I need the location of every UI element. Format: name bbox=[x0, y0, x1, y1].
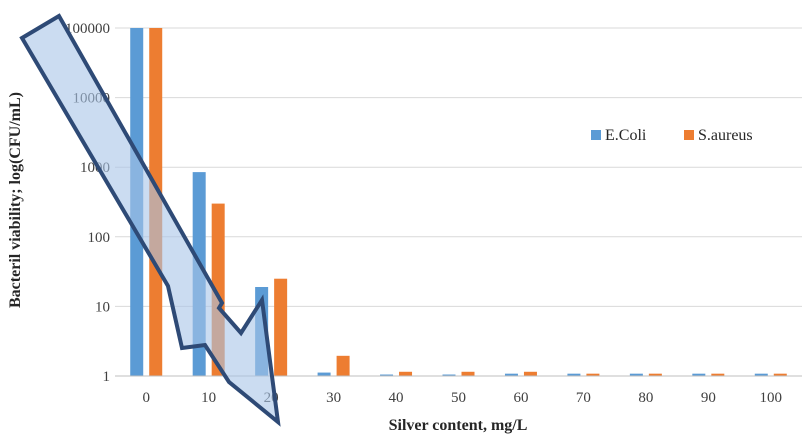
bar-s-aureus-100 bbox=[773, 373, 787, 376]
x-tick-label: 40 bbox=[389, 390, 404, 406]
bar-s-aureus-40 bbox=[399, 371, 413, 376]
gridlines bbox=[115, 27, 802, 307]
bar-s-aureus-20 bbox=[274, 278, 288, 376]
y-axis-title: Bacteril viability; log(CFU/mL) bbox=[7, 92, 24, 308]
x-tick-label: 30 bbox=[326, 390, 341, 406]
bar-e-coli-50 bbox=[442, 374, 456, 376]
bar-e-coli-40 bbox=[380, 374, 394, 376]
trend-arrow-annotation bbox=[19, 13, 281, 427]
x-tick-label: 70 bbox=[576, 390, 591, 406]
bar-e-coli-70 bbox=[567, 373, 581, 376]
x-tick-label: 90 bbox=[701, 390, 716, 406]
bar-s-aureus-60 bbox=[523, 371, 537, 376]
bar-e-coli-30 bbox=[317, 372, 331, 376]
x-axis-ticks: 0102030405060708090100 bbox=[142, 390, 782, 406]
x-axis-title: Silver content, mg/L bbox=[389, 417, 528, 434]
y-tick-label: 100 bbox=[88, 230, 111, 246]
legend-swatch-saureus bbox=[684, 130, 694, 140]
bar-s-aureus-30 bbox=[336, 355, 350, 376]
x-tick-label: 50 bbox=[451, 390, 466, 406]
legend-swatch-ecoli bbox=[591, 130, 601, 140]
x-tick-label: 60 bbox=[513, 390, 528, 406]
y-tick-label: 100000 bbox=[65, 21, 110, 37]
x-tick-label: 10 bbox=[201, 390, 216, 406]
x-tick-label: 100 bbox=[760, 390, 783, 406]
legend: E.Coli S.aureus bbox=[591, 127, 753, 144]
bar-e-coli-60 bbox=[504, 373, 518, 376]
y-tick-label: 1 bbox=[103, 369, 111, 385]
bar-e-coli-80 bbox=[629, 373, 643, 376]
bar-e-coli-90 bbox=[692, 373, 706, 376]
x-tick-label: 80 bbox=[638, 390, 653, 406]
legend-label-ecoli: E.Coli bbox=[605, 127, 647, 144]
x-tick-label: 0 bbox=[142, 390, 150, 406]
bar-s-aureus-80 bbox=[648, 373, 662, 376]
bar-e-coli-100 bbox=[754, 373, 768, 376]
y-tick-label: 10 bbox=[95, 299, 110, 315]
legend-label-saureus: S.aureus bbox=[698, 127, 753, 144]
bar-s-aureus-50 bbox=[461, 371, 475, 376]
bar-s-aureus-90 bbox=[711, 373, 725, 376]
bar-s-aureus-70 bbox=[586, 373, 600, 376]
